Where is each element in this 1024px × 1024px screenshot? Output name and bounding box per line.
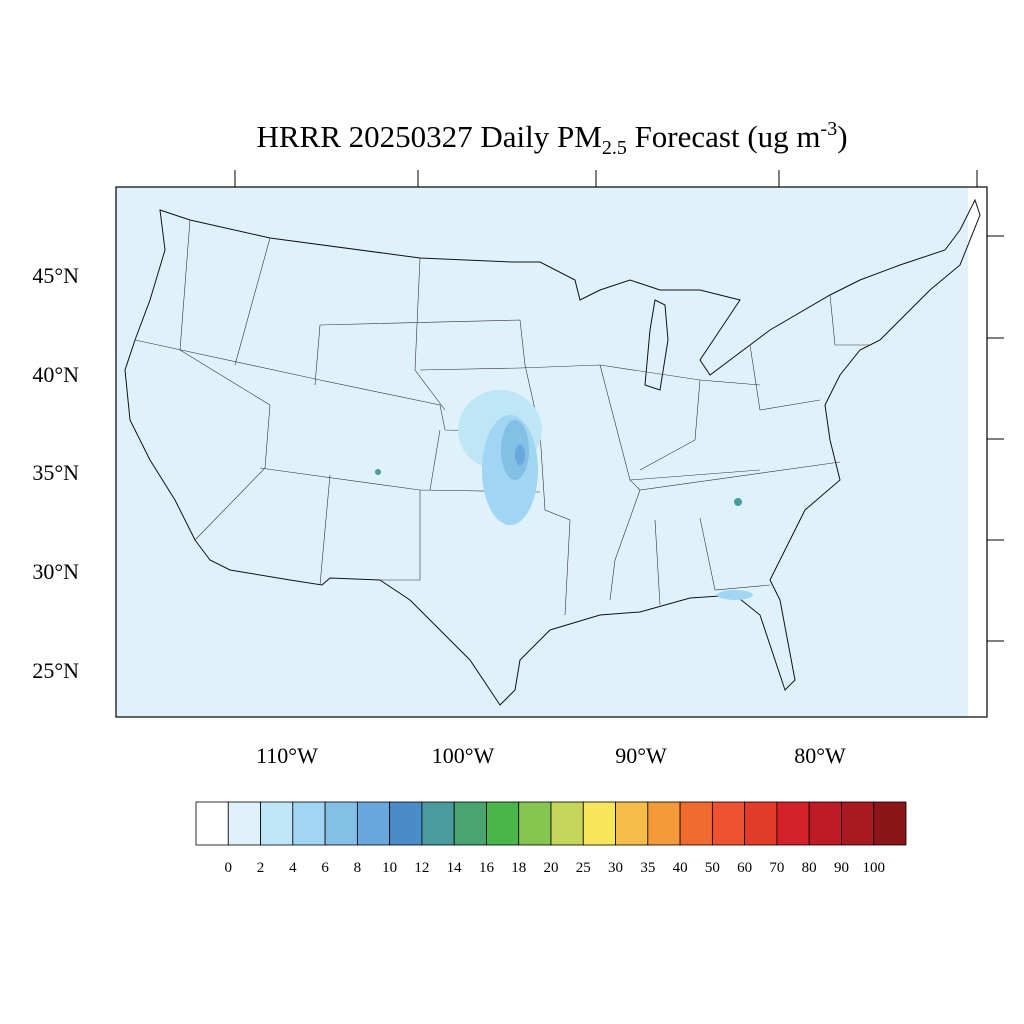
longitude-label: 90°W (615, 743, 667, 768)
colorbar-label: 16 (479, 860, 495, 876)
colorbar-label: 0 (225, 860, 233, 876)
title: HRRR 20250327 Daily PM2.5 Forecast (ug m… (256, 118, 847, 159)
colorbar-box (841, 801, 875, 846)
colorbar-box (808, 801, 842, 846)
colorbar-label: 90 (834, 860, 849, 876)
no-data-strip (968, 187, 987, 717)
colorbar-label: 25 (576, 860, 591, 876)
latitude-label: 40°N (32, 362, 79, 387)
colorbar-label: 8 (354, 860, 362, 876)
colorbar-label: 35 (640, 860, 655, 876)
colorbar-box (453, 801, 487, 846)
colorbar-label: 40 (673, 860, 688, 876)
colorbar-box (292, 801, 326, 846)
colorbar-box (356, 801, 391, 846)
colorbar-label: 20 (544, 860, 559, 876)
title-part: HRRR 20250327 Daily PM (256, 119, 601, 154)
colorbar-label: 18 (511, 860, 526, 876)
colorbar-box (195, 801, 229, 846)
colorbar-box (389, 801, 423, 846)
colorbar-box (582, 801, 616, 846)
colorbar-label: 10 (382, 860, 397, 876)
colorbar-box (324, 801, 358, 846)
colorbar-box (260, 801, 294, 846)
colorbar-label: 30 (608, 860, 623, 876)
colorbar-label: 100 (862, 860, 885, 876)
colorbar-box (518, 801, 552, 846)
colorbar-box (679, 801, 713, 846)
colorbar-label: 50 (705, 860, 720, 876)
latitude-label: 45°N (32, 263, 79, 288)
colorbar-label: 60 (737, 860, 752, 876)
colorbar-box (776, 801, 810, 846)
map-frame (115, 186, 988, 718)
colorbar-box (647, 801, 681, 846)
latitude-label: 25°N (32, 658, 79, 683)
colorbar-label: 4 (289, 860, 297, 876)
colorbar-label: 70 (769, 860, 784, 876)
title-part: 2.5 (602, 137, 627, 159)
colorbar-label: 2 (257, 860, 265, 876)
colorbar-box (550, 801, 584, 846)
graticule-labels: 45°N 40°N 35°N 30°N 25°N 110°W 100°W 90°W 80°W (32, 263, 846, 768)
state-borders (134, 219, 870, 616)
colorbar-box (615, 801, 649, 846)
longitude-label: 80°W (794, 743, 846, 768)
colorbar-box (744, 801, 778, 846)
colorbar-label: 6 (321, 860, 329, 876)
map (115, 186, 988, 718)
colorbar-box (486, 801, 520, 846)
latitude-label: 35°N (32, 460, 79, 485)
coastlines (124, 198, 981, 706)
colorbar-box (711, 801, 746, 846)
colorbar-label: 12 (414, 860, 429, 876)
pm25-plume (375, 390, 753, 600)
colorbar-label: 80 (802, 860, 817, 876)
graticule-ticks (234, 170, 1004, 642)
colorbar-box (421, 801, 455, 846)
colorbar: 0 2 4 6 8 10 12 14 16 18 20 25 30 35 40 50 60 70 80 90 100 (195, 801, 907, 876)
colorbar-box (227, 801, 261, 846)
title-part: -3 (821, 118, 838, 140)
latitude-label: 30°N (32, 559, 79, 584)
title-part: ) (837, 119, 847, 154)
map-background (116, 187, 987, 717)
colorbar-box (873, 801, 907, 846)
colorbar-label: 14 (447, 860, 463, 876)
longitude-label: 110°W (256, 743, 318, 768)
title-part: Forecast (ug m (627, 119, 821, 154)
longitude-label: 100°W (432, 743, 495, 768)
